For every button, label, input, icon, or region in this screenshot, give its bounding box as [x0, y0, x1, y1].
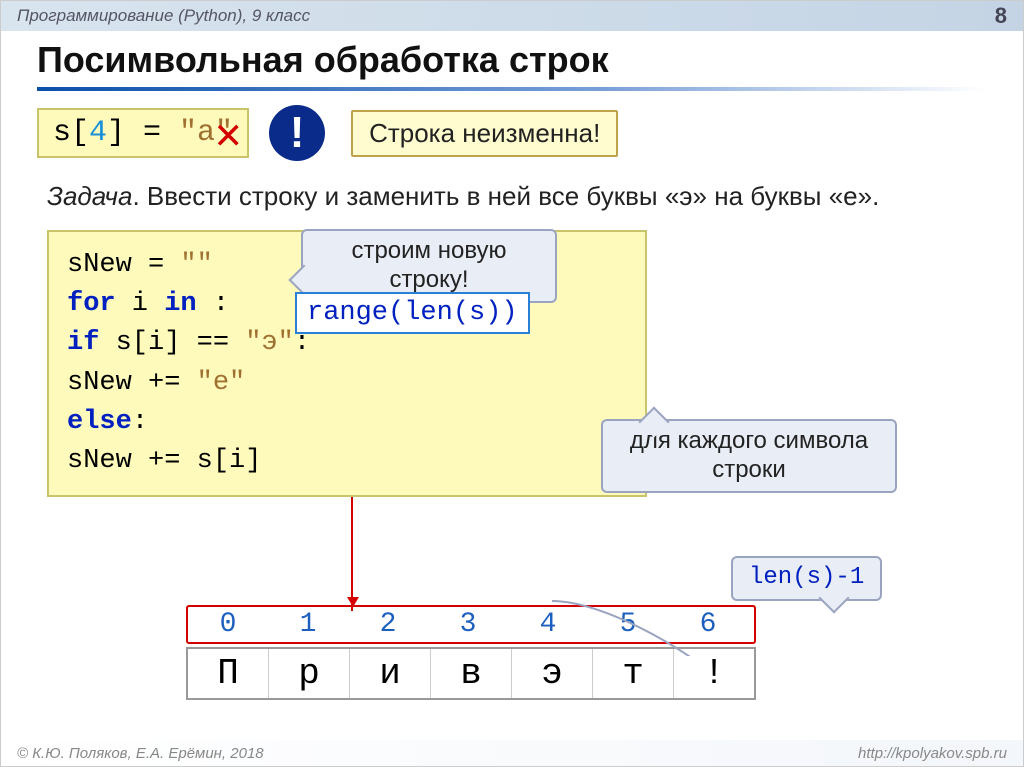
connector-line	[547, 596, 767, 656]
char-cell: т	[593, 649, 674, 698]
slide-header: Программирование (Python), 9 класс 8	[1, 1, 1023, 31]
char-cell: и	[350, 649, 431, 698]
cross-icon: ✕	[215, 108, 242, 162]
course-title: Программирование (Python), 9 класс	[17, 6, 310, 26]
slide-title: Посимвольная обработка строк	[37, 39, 1023, 81]
slide-container: Программирование (Python), 9 класс 8 Пос…	[0, 0, 1024, 767]
index-cell: 3	[428, 607, 508, 642]
wrong-assignment-code: s[4] = "a" ✕	[37, 108, 249, 158]
index-cell: 0	[188, 607, 268, 642]
char-cell: э	[512, 649, 593, 698]
title-underline	[37, 87, 987, 91]
immutable-row: s[4] = "a" ✕ ! Строка неизменна!	[37, 105, 987, 161]
char-cell: в	[431, 649, 512, 698]
immutable-note: Строка неизменна!	[351, 110, 618, 157]
task-text: Задача. Ввести строку и заменить в ней в…	[47, 179, 987, 214]
index-cell: 1	[268, 607, 348, 642]
char-cell: П	[188, 649, 269, 698]
copyright: © К.Ю. Поляков, Е.А. Ерёмин, 2018	[17, 745, 264, 762]
char-cell: !	[674, 649, 754, 698]
char-cell: р	[269, 649, 350, 698]
page-number: 8	[995, 3, 1007, 29]
slide-footer: © К.Ю. Поляков, Е.А. Ерёмин, 2018 http:/…	[1, 740, 1023, 766]
index-cell: 2	[348, 607, 428, 642]
callout-each-char: для каждого символа строки	[601, 419, 897, 493]
footer-url: http://kpolyakov.spb.ru	[858, 745, 1007, 762]
range-highlight: range(len(s))	[295, 292, 530, 334]
exclamation-icon: !	[269, 105, 325, 161]
callout-len-minus-1: len(s)-1	[731, 556, 882, 601]
